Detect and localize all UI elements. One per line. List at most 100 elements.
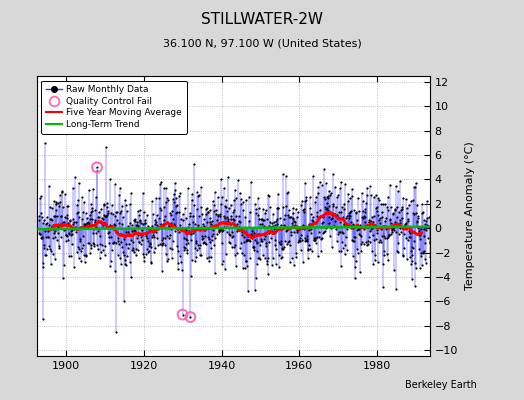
Point xyxy=(97,215,106,222)
Point xyxy=(46,204,54,210)
Point xyxy=(231,241,239,248)
Point xyxy=(57,234,65,240)
Point xyxy=(231,186,239,193)
Point xyxy=(43,234,52,240)
Text: Berkeley Earth: Berkeley Earth xyxy=(405,380,477,390)
Point xyxy=(193,189,201,196)
Point xyxy=(228,229,236,235)
Point xyxy=(301,235,310,241)
Point xyxy=(315,214,324,220)
Point xyxy=(185,212,194,219)
Point xyxy=(351,264,359,270)
Point xyxy=(101,212,110,219)
Point xyxy=(277,238,286,244)
Point xyxy=(283,239,292,246)
Point xyxy=(161,250,170,257)
Point xyxy=(49,250,57,257)
Point xyxy=(64,229,73,236)
Point xyxy=(383,235,391,241)
Point xyxy=(82,253,91,260)
Point xyxy=(249,243,258,250)
Point xyxy=(97,220,106,226)
Text: STILLWATER-2W: STILLWATER-2W xyxy=(201,12,323,27)
Point xyxy=(204,236,213,242)
Point xyxy=(227,216,235,222)
Point xyxy=(275,225,283,231)
Point xyxy=(288,255,296,261)
Point xyxy=(223,214,231,220)
Point xyxy=(407,251,416,258)
Point xyxy=(272,204,281,211)
Point xyxy=(318,234,326,241)
Point xyxy=(137,220,145,226)
Point xyxy=(129,246,137,253)
Point xyxy=(372,236,380,242)
Point xyxy=(353,217,361,223)
Point xyxy=(309,218,317,225)
Point xyxy=(347,225,355,231)
Point xyxy=(278,254,286,260)
Point xyxy=(83,220,91,226)
Point xyxy=(141,220,149,226)
Point xyxy=(237,196,245,202)
Point xyxy=(84,221,92,227)
Point xyxy=(166,232,174,238)
Point xyxy=(412,202,421,208)
Point xyxy=(58,188,66,195)
Point xyxy=(377,201,386,207)
Point xyxy=(134,208,142,214)
Point xyxy=(132,252,140,258)
Point xyxy=(319,230,327,236)
Point xyxy=(107,202,116,208)
Point xyxy=(63,233,71,239)
Point xyxy=(52,198,60,205)
Point xyxy=(401,196,410,202)
Point xyxy=(419,249,428,255)
Point xyxy=(250,201,259,207)
Point xyxy=(178,267,186,273)
Point xyxy=(205,214,214,221)
Point xyxy=(189,213,197,219)
Point xyxy=(220,224,228,230)
Point xyxy=(355,226,364,232)
Point xyxy=(331,210,340,217)
Point xyxy=(417,252,425,259)
Point xyxy=(160,204,169,210)
Point xyxy=(93,242,102,248)
Point xyxy=(200,223,209,229)
Point xyxy=(227,202,235,208)
Point xyxy=(167,212,176,218)
Point xyxy=(322,225,331,231)
Point xyxy=(186,314,194,320)
Point xyxy=(93,164,101,170)
Point xyxy=(128,247,137,253)
Point xyxy=(73,202,81,208)
Point xyxy=(100,201,108,207)
Point xyxy=(106,176,114,182)
Point xyxy=(197,252,205,258)
Point xyxy=(195,227,204,234)
Point xyxy=(320,194,328,200)
Point xyxy=(259,252,267,258)
Point xyxy=(81,222,89,228)
Point xyxy=(129,217,138,223)
Point xyxy=(147,244,156,251)
Point xyxy=(91,217,99,224)
Point xyxy=(180,235,188,242)
Point xyxy=(323,200,331,206)
Point xyxy=(173,209,181,216)
Point xyxy=(122,229,130,235)
Point xyxy=(222,251,230,257)
Point xyxy=(171,187,179,193)
Point xyxy=(403,205,411,212)
Point xyxy=(36,195,44,201)
Point xyxy=(423,224,432,230)
Point xyxy=(192,254,200,260)
Point xyxy=(426,238,434,245)
Point xyxy=(92,230,101,236)
Point xyxy=(270,237,279,244)
Point xyxy=(305,221,313,228)
Point xyxy=(407,198,415,204)
Point xyxy=(46,246,54,252)
Point xyxy=(61,191,69,197)
